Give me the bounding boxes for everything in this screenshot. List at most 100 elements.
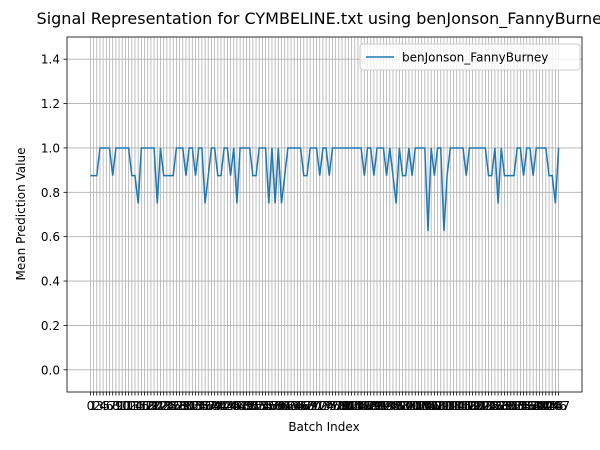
- x-tick-label: 145: [541, 399, 564, 413]
- x-tick-label: 28: [172, 399, 187, 413]
- x-tick-label: 21: [150, 399, 165, 413]
- x-tick-label: 113: [439, 399, 462, 413]
- x-tick-label: 38: [204, 399, 219, 413]
- x-axis-label: Batch Index: [288, 420, 359, 434]
- x-tick-label: 6: [106, 399, 114, 413]
- x-tick-label: 56: [261, 399, 276, 413]
- x-tick-label: 82: [344, 399, 359, 413]
- x-tick-label: 100: [397, 399, 420, 413]
- x-tick-label: 20: [146, 399, 161, 413]
- x-tick-label: 55: [258, 399, 273, 413]
- x-tick-label: 59: [271, 399, 286, 413]
- x-tick-label: 64: [287, 399, 302, 413]
- x-tick-label: 49: [239, 399, 254, 413]
- x-tick-label: 128: [487, 399, 510, 413]
- x-tick-label: 116: [448, 399, 471, 413]
- x-tick-label: 94: [382, 399, 397, 413]
- legend-label: benJonson_FannyBurney: [402, 51, 548, 65]
- x-tick-label: 7: [109, 399, 117, 413]
- x-tick-label: 101: [401, 399, 424, 413]
- x-tick-label: 91: [373, 399, 388, 413]
- x-tick-label: 68: [299, 399, 314, 413]
- x-tick-label: 66: [293, 399, 308, 413]
- x-tick-label: 85: [353, 399, 368, 413]
- x-tick-label: 80: [338, 399, 353, 413]
- x-tick-label: 102: [404, 399, 427, 413]
- y-tick-label: 0.2: [41, 319, 60, 333]
- y-tick-label: 0.0: [41, 363, 60, 377]
- x-tick-label: 138: [518, 399, 541, 413]
- x-tick-label: 143: [534, 399, 557, 413]
- y-tick-label: 1.0: [41, 141, 60, 155]
- x-tick-label: 136: [512, 399, 535, 413]
- x-tick-label: 115: [445, 399, 468, 413]
- x-tick-label: 121: [464, 399, 487, 413]
- x-tick-label: 65: [290, 399, 305, 413]
- x-tick-label: 24: [159, 399, 174, 413]
- x-tick-label: 48: [236, 399, 251, 413]
- x-tick-label: 15: [131, 399, 146, 413]
- x-tick-label: 61: [277, 399, 292, 413]
- x-tick-label: 96: [389, 399, 404, 413]
- x-tick-label: 43: [220, 399, 235, 413]
- x-tick-label: 125: [477, 399, 500, 413]
- x-tick-label: 44: [223, 399, 238, 413]
- x-tick-label: 81: [341, 399, 356, 413]
- x-tick-label: 124: [474, 399, 497, 413]
- x-tick-label: 97: [392, 399, 407, 413]
- x-tick-label: 99: [398, 399, 413, 413]
- x-tick-label: 18: [140, 399, 155, 413]
- x-tick-label: 133: [503, 399, 526, 413]
- x-tick-label: 36: [197, 399, 212, 413]
- y-tick-label: 0.4: [41, 275, 60, 289]
- x-tick-label: 79: [334, 399, 349, 413]
- x-tick-label: 146: [544, 399, 567, 413]
- y-tick-label: 1.2: [41, 97, 60, 111]
- x-tick-label: 105: [413, 399, 436, 413]
- x-tick-label: 92: [376, 399, 391, 413]
- x-tick-label: 26: [166, 399, 181, 413]
- x-tick-label: 1: [90, 399, 98, 413]
- x-tick-label: 86: [357, 399, 372, 413]
- x-tick-label: 123: [471, 399, 494, 413]
- x-tick-label: 119: [458, 399, 481, 413]
- x-tick-label: 22: [153, 399, 168, 413]
- x-tick-label: 54: [255, 399, 270, 413]
- line-series: [90, 147, 560, 232]
- x-tick-label: 103: [407, 399, 430, 413]
- x-tick-label: 63: [283, 399, 298, 413]
- x-tick-label: 106: [417, 399, 440, 413]
- x-tick-label: 35: [194, 399, 209, 413]
- x-tick-label: 120: [461, 399, 484, 413]
- x-tick-label: 77: [328, 399, 343, 413]
- x-tick-label: 70: [306, 399, 321, 413]
- y-tick-label: 0.8: [41, 186, 60, 200]
- x-tick-label: 104: [410, 399, 433, 413]
- x-tick-label: 52: [248, 399, 263, 413]
- x-tick-label: 132: [499, 399, 522, 413]
- y-tick-label: 1.4: [41, 53, 60, 67]
- x-tick-label: 108: [423, 399, 446, 413]
- x-tick-label: 129: [490, 399, 513, 413]
- x-tick-label: 110: [429, 399, 452, 413]
- x-tick-label: 78: [331, 399, 346, 413]
- x-tick-label: 14: [127, 399, 142, 413]
- x-tick-label: 84: [350, 399, 365, 413]
- x-tick-label: 50: [242, 399, 257, 413]
- x-tick-label: 30: [178, 399, 193, 413]
- x-tick-label: 11: [118, 399, 133, 413]
- x-tick-label: 4: [99, 399, 107, 413]
- x-tick-label: 69: [303, 399, 318, 413]
- x-tick-label: 39: [207, 399, 222, 413]
- x-tick-label: 13: [124, 399, 139, 413]
- x-tick-label: 135: [509, 399, 532, 413]
- x-tick-label: 17: [137, 399, 152, 413]
- x-tick-label: 29: [175, 399, 190, 413]
- x-tick-label: 130: [493, 399, 516, 413]
- legend-box: [359, 43, 581, 71]
- x-tick-label: 10: [115, 399, 130, 413]
- x-tick-label: 34: [191, 399, 206, 413]
- x-tick-label: 51: [245, 399, 260, 413]
- x-tick-label: 134: [506, 399, 529, 413]
